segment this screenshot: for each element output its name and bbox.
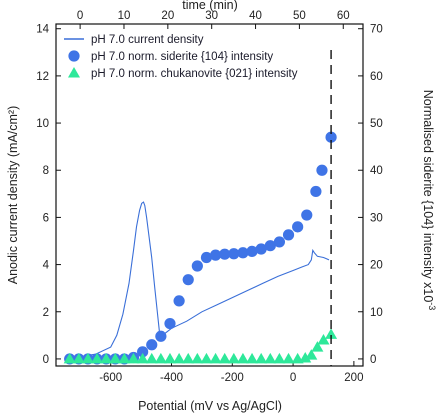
x-top-axis-title: time (min): [182, 0, 238, 12]
legend-label: pH 7.0 norm. chukanovite {021} intensity: [91, 68, 298, 80]
chukanovite-point: [209, 352, 222, 364]
chukanovite-point: [317, 334, 330, 345]
x-axis-title: Potential (mV vs Ag/AgCl): [138, 399, 282, 413]
siderite-point: [155, 330, 167, 342]
x-tick-label: -200: [221, 372, 244, 384]
y-left-tick-label: 10: [36, 118, 49, 130]
legend: pH 7.0 current density pH 7.0 norm. sider…: [64, 34, 298, 80]
chukanovite-point: [63, 352, 76, 364]
chukanovite-point: [163, 352, 176, 364]
chukanovite-point: [136, 352, 149, 364]
legend-label: pH 7.0 norm. siderite {104} intensity: [91, 51, 273, 63]
y-right-tick-label: 20: [370, 260, 383, 272]
x-top-tick-label: 20: [161, 10, 174, 22]
siderite-point: [164, 317, 176, 330]
legend-swatch-circle: [68, 50, 80, 62]
siderite-point: [237, 247, 249, 259]
x-top-tick-label: 10: [118, 10, 131, 22]
chukanovite-point: [325, 328, 338, 339]
chukanovite-point: [255, 352, 268, 364]
y-left-tick-label: 0: [43, 354, 49, 366]
series-layer: [63, 50, 338, 366]
siderite-point: [200, 251, 213, 264]
y-right-tick-label: 60: [370, 71, 383, 83]
chukanovite-point: [91, 352, 104, 364]
chukanovite-point: [273, 352, 286, 364]
siderite-point: [325, 131, 337, 143]
y-right-tick-label: 0: [370, 354, 376, 366]
chukanovite-point: [127, 352, 140, 364]
chukanovite-point: [236, 352, 249, 364]
siderite-point: [301, 209, 313, 221]
chukanovite-point: [145, 352, 158, 364]
siderite-point: [209, 249, 222, 261]
chukanovite-point: [282, 352, 295, 364]
y-left-tick-label: 8: [43, 165, 49, 177]
current-density-line: [68, 201, 330, 359]
chukanovite-point: [100, 352, 113, 364]
x-tick-label: 200: [344, 372, 363, 384]
chukanovite-point: [299, 351, 312, 363]
siderite-point: [137, 346, 149, 358]
y-left-tick-label: 2: [43, 307, 49, 319]
siderite-point: [310, 185, 322, 198]
x-tick-label: -400: [160, 372, 183, 384]
siderite-point: [316, 164, 328, 176]
y-left-tick-label: 12: [36, 71, 49, 83]
x-top-tick-label: 40: [249, 10, 262, 22]
legend-swatch-triangle: [68, 67, 80, 78]
siderite-point: [219, 248, 231, 260]
siderite-point: [228, 248, 240, 260]
siderite-point: [255, 243, 267, 255]
x-tick-label: -600: [99, 372, 122, 384]
y-right-tick-label: 70: [370, 24, 383, 36]
siderite-point: [246, 245, 258, 257]
chukanovite-point: [227, 352, 240, 364]
x-top-tick-label: 0: [77, 10, 83, 22]
chukanovite-point: [72, 352, 85, 364]
y-right-tick-label: 10: [370, 307, 383, 319]
legend-label: pH 7.0 current density: [91, 34, 204, 46]
chukanovite-point: [218, 352, 231, 364]
x-tick-label: 0: [290, 372, 296, 384]
y-right-tick-label: 40: [370, 165, 383, 177]
chukanovite-point: [246, 352, 259, 364]
y-right-axis-title: Normalised siderite {104} intensity x10-…: [421, 90, 437, 311]
chukanovite-point: [173, 352, 186, 364]
x-top-tick-label: 30: [205, 10, 218, 22]
siderite-point: [264, 240, 276, 252]
x-top-tick-label: 60: [337, 10, 350, 22]
y-left-tick-label: 6: [43, 212, 49, 224]
plot-frame: [55, 23, 364, 367]
chukanovite-point: [191, 352, 204, 364]
siderite-point: [273, 236, 286, 248]
chukanovite-point: [311, 341, 324, 352]
y-left-axis-title: Anodic current density (mA/cm²): [6, 106, 20, 285]
chukanovite-point: [264, 352, 277, 364]
siderite-point: [173, 295, 185, 307]
y-right-tick-label: 30: [370, 212, 383, 224]
y-left-tick-label: 4: [43, 260, 50, 272]
y-right-axis-title-main: Normalised siderite {104} intensity x10: [421, 90, 435, 303]
y-right-axis-title-exponent: -3: [427, 302, 437, 310]
chukanovite-point: [182, 352, 195, 364]
y-right-tick-label: 50: [370, 118, 383, 130]
chukanovite-point: [81, 352, 94, 364]
chukanovite-point: [118, 352, 131, 364]
chukanovite-point: [154, 352, 167, 364]
x-top-tick-label: 50: [293, 10, 306, 22]
siderite-point: [282, 229, 295, 241]
chukanovite-point: [109, 352, 122, 364]
siderite-point: [191, 260, 203, 272]
chukanovite-point: [305, 349, 318, 360]
siderite-point: [182, 274, 194, 286]
siderite-point: [292, 221, 304, 233]
y-left-tick-label: 14: [36, 24, 49, 36]
siderite-point: [146, 339, 158, 351]
chukanovite-point: [200, 352, 213, 364]
